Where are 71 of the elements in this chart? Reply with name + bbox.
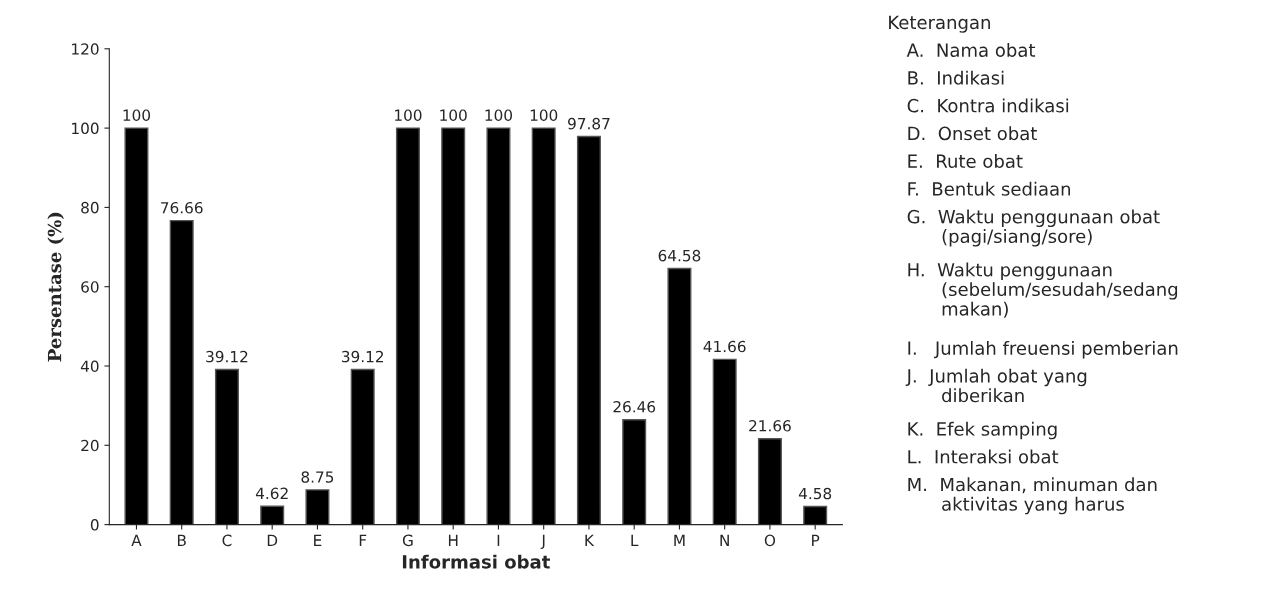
y-tick-label: 120 — [72, 43, 99, 55]
bar — [169, 219, 194, 525]
bar — [441, 127, 466, 525]
text: B. Indikasi — [908, 70, 1004, 85]
x-tick-label: F — [359, 534, 367, 546]
bar — [803, 505, 828, 525]
bar — [305, 489, 330, 525]
data-label: 100 — [395, 109, 422, 121]
x-tick-label: D — [267, 534, 278, 546]
data-label: 100 — [530, 109, 558, 121]
bar — [350, 368, 375, 525]
bar — [757, 438, 782, 525]
data-label: 100 — [440, 109, 467, 121]
bar — [622, 418, 647, 525]
data-label: 100 — [123, 109, 151, 121]
x-tick-label: K — [585, 534, 595, 546]
data-label: 26.46 — [613, 401, 656, 413]
data-label: 39.12 — [206, 350, 248, 363]
text: H. Waktu penggunaan (sebelum/sesudah/sedang makan) — [908, 262, 1178, 318]
text: Keterangan — [889, 15, 990, 33]
text: A. Nama obat — [906, 43, 1036, 57]
text: C. Kontra indikasi — [907, 98, 1069, 113]
x-tick-label: P — [812, 534, 820, 546]
x-tick-label: N — [720, 534, 729, 546]
text: I. Jumlah freuensi pemberian — [908, 340, 1178, 359]
x-tick-label: M — [674, 534, 685, 546]
data-label: 76.66 — [161, 201, 203, 214]
data-label: 4.62 — [255, 487, 288, 500]
text: G. Waktu penggunaan obat (pagi/siang/sore) — [907, 209, 1160, 247]
bar — [667, 267, 692, 525]
y-tick-label: 60 — [81, 281, 99, 293]
bar — [486, 127, 511, 525]
y-tick-label: 20 — [81, 439, 99, 452]
bar — [576, 135, 601, 525]
x-tick-label: A — [131, 534, 142, 546]
x-tick-label: H — [448, 534, 458, 546]
data-label: 100 — [485, 109, 513, 121]
text: L. Interaksi obat — [908, 449, 1059, 464]
data-label: 21.66 — [749, 420, 791, 432]
x-axis-title: Informasi obat — [402, 554, 550, 569]
data-label: 41.66 — [703, 340, 746, 353]
text: E. Rute obat — [908, 154, 1023, 168]
text: D. Onset obat — [908, 126, 1037, 141]
x-tick-label: G — [402, 534, 413, 547]
text: K. Efek samping — [908, 421, 1057, 440]
x-tick-label: E — [314, 534, 322, 546]
text: F. Bentuk sediaan — [908, 181, 1071, 196]
bar — [124, 127, 149, 525]
data-label: 39.12 — [342, 350, 384, 363]
x-tick-label: I — [497, 534, 500, 546]
bar — [214, 368, 239, 525]
data-label: 4.58 — [798, 487, 832, 500]
bar — [531, 127, 556, 525]
text: M. Makanan, minuman dan aktivitas yang harus — [908, 477, 1157, 515]
x-tick-label: O — [764, 534, 776, 547]
bar — [712, 358, 737, 525]
y-tick-label: 40 — [80, 360, 99, 373]
data-label: 8.75 — [301, 471, 334, 483]
y-tick-label: 100 — [72, 122, 99, 135]
data-label: 64.58 — [658, 249, 701, 262]
y-axis-title: Persentase (%) — [47, 212, 64, 362]
data-label: 97.87 — [568, 117, 610, 130]
x-tick-label: C — [222, 534, 232, 547]
x-tick-label: L — [631, 534, 639, 546]
bar — [395, 127, 420, 525]
text: J. Jumlah obat yang diberikan — [905, 368, 1087, 403]
x-tick-label: B — [177, 534, 186, 546]
x-tick-label: J — [540, 534, 545, 549]
y-tick-label: 80 — [81, 201, 99, 214]
bar — [260, 505, 285, 525]
y-tick-label: 0 — [90, 519, 99, 531]
